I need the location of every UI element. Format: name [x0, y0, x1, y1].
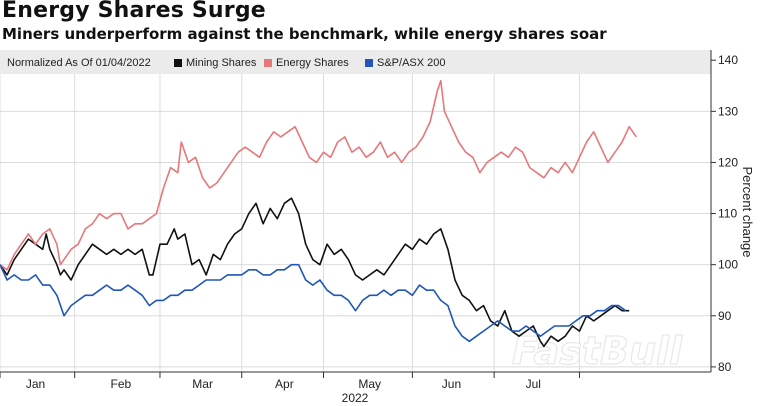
- x-axis: Jan Feb Mar Apr May Jun Jul: [26, 377, 541, 391]
- x-tick-label-mar: Mar: [192, 377, 213, 391]
- legend: Normalized As Of 01/04/2022 Mining Share…: [7, 57, 446, 69]
- legend-swatch-mining-shares: [174, 59, 182, 67]
- y-tick-label-100: 100: [718, 258, 738, 272]
- legend-label-s-p-asx-200: S&P/ASX 200: [377, 57, 446, 69]
- y-tick-label-110: 110: [718, 207, 737, 221]
- x-axis-year-label: 2022: [342, 391, 369, 405]
- series-line-s-p-asx-200: [0, 263, 627, 343]
- legend-swatch-energy-shares: [264, 59, 272, 67]
- chart-subtitle: Miners underperform against the benchmar…: [2, 25, 607, 43]
- y-axis-label: Percent change: [740, 166, 755, 257]
- y-tick-label-90: 90: [718, 309, 732, 323]
- x-tick-label-jun: Jun: [442, 377, 461, 391]
- legend-label-mining-shares: Mining Shares: [186, 57, 257, 69]
- series-line-energy-shares: [0, 79, 637, 271]
- y-tick-label-130: 130: [718, 104, 738, 118]
- chart-title: Energy Shares Surge: [2, 0, 266, 23]
- x-tick-label-jul: Jul: [526, 377, 541, 391]
- x-tick-label-may: May: [358, 377, 381, 391]
- legend-normalized-note: Normalized As Of 01/04/2022: [7, 57, 151, 69]
- legend-bar: [0, 50, 711, 74]
- series-group: [0, 79, 637, 348]
- series-line-mining-shares: [0, 197, 630, 348]
- x-tick-label-jan: Jan: [26, 377, 45, 391]
- legend-swatch-s-p-asx-200: [365, 59, 373, 67]
- x-tick-label-apr: Apr: [275, 377, 294, 391]
- legend-label-energy-shares: Energy Shares: [276, 57, 349, 69]
- y-tick-label-80: 80: [718, 360, 732, 374]
- x-tick-label-feb: Feb: [111, 377, 132, 391]
- y-tick-label-140: 140: [718, 53, 738, 67]
- y-tick-label-120: 120: [718, 155, 738, 169]
- y-axis: 80 90 100 110 120 130 140: [711, 53, 738, 374]
